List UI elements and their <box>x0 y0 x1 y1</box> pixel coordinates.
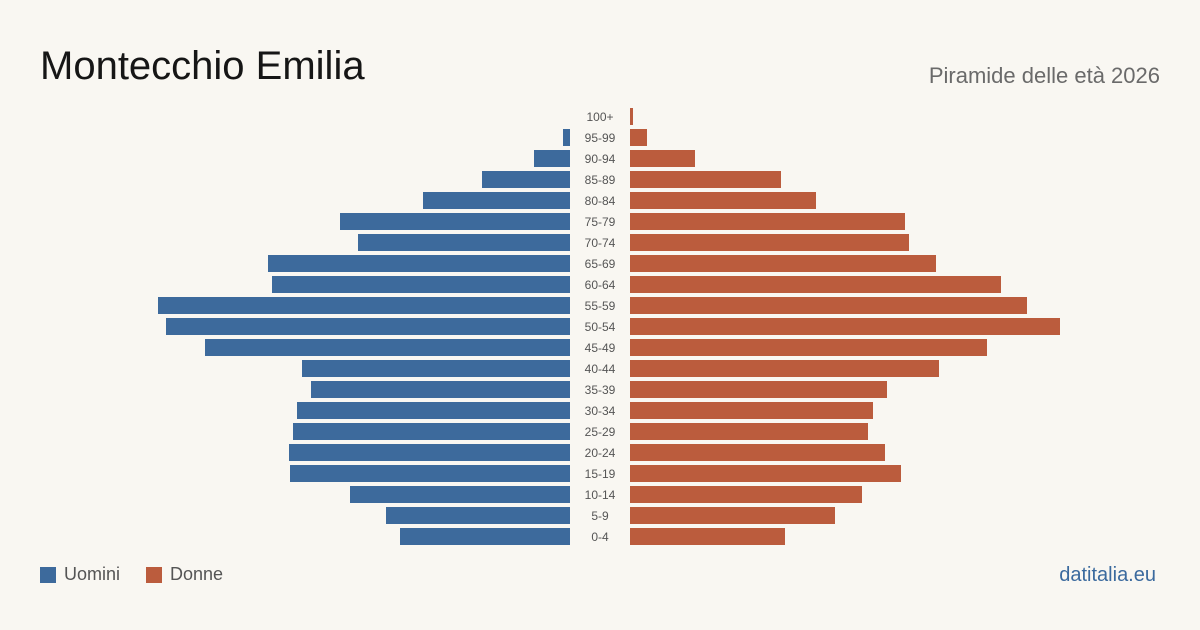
bar-men-40-44 <box>302 360 570 377</box>
bar-men-60-64 <box>272 276 570 293</box>
age-label-10-14: 10-14 <box>585 488 616 502</box>
legend-swatch-men <box>40 566 56 583</box>
bar-men-10-14 <box>350 486 570 503</box>
bar-men-55-59 <box>158 297 570 314</box>
age-label-40-44: 40-44 <box>585 362 616 376</box>
bar-men-35-39 <box>311 381 570 398</box>
bar-men-50-54 <box>166 318 570 335</box>
bar-women-25-29 <box>630 423 868 440</box>
bar-women-45-49 <box>630 339 987 356</box>
age-label-55-59: 55-59 <box>585 299 616 313</box>
age-label-35-39: 35-39 <box>585 383 616 397</box>
bar-men-45-49 <box>205 339 570 356</box>
age-label-20-24: 20-24 <box>585 446 616 460</box>
bar-women-50-54 <box>630 318 1060 335</box>
bar-women-15-19 <box>630 465 901 482</box>
legend-label-men: Uomini <box>64 564 121 584</box>
age-label-60-64: 60-64 <box>585 278 616 292</box>
bar-men-90-94 <box>534 150 570 167</box>
bar-women-30-34 <box>630 402 873 419</box>
age-label-5-9: 5-9 <box>591 509 609 523</box>
bar-women-100+ <box>630 108 633 125</box>
age-label-80-84: 80-84 <box>585 194 616 208</box>
bar-women-5-9 <box>630 507 835 524</box>
age-label-25-29: 25-29 <box>585 425 616 439</box>
bar-women-0-4 <box>630 528 785 545</box>
bar-women-40-44 <box>630 360 939 377</box>
age-label-30-34: 30-34 <box>585 404 616 418</box>
age-label-15-19: 15-19 <box>585 467 616 481</box>
bar-men-25-29 <box>293 423 570 440</box>
age-label-85-89: 85-89 <box>585 173 616 187</box>
bar-men-15-19 <box>290 465 570 482</box>
age-label-45-49: 45-49 <box>585 341 616 355</box>
age-label-50-54: 50-54 <box>585 320 616 334</box>
bar-women-65-69 <box>630 255 936 272</box>
bar-men-70-74 <box>358 234 570 251</box>
age-label-100+: 100+ <box>586 110 613 124</box>
legend-label-women: Donne <box>170 564 224 584</box>
page-title: Montecchio Emilia <box>40 44 365 88</box>
legend-item-women: Donne <box>146 564 223 585</box>
bar-women-20-24 <box>630 444 885 461</box>
bar-women-70-74 <box>630 234 909 251</box>
legend-item-men: Uomini <box>40 564 120 585</box>
bar-women-35-39 <box>630 381 887 398</box>
bar-men-0-4 <box>400 528 570 545</box>
chart-legend: Uomini Donne <box>40 564 249 585</box>
bar-men-80-84 <box>423 192 570 209</box>
age-label-0-4: 0-4 <box>591 530 609 544</box>
age-label-70-74: 70-74 <box>585 236 616 250</box>
bar-men-30-34 <box>297 402 570 419</box>
legend-swatch-women <box>146 566 163 583</box>
bar-women-85-89 <box>630 171 781 188</box>
bar-men-95-99 <box>563 129 570 146</box>
bar-men-75-79 <box>340 213 570 230</box>
bar-women-80-84 <box>630 192 816 209</box>
bar-men-5-9 <box>386 507 570 524</box>
age-label-75-79: 75-79 <box>585 215 616 229</box>
age-label-95-99: 95-99 <box>585 131 616 145</box>
brand-link[interactable]: datitalia.eu <box>1059 564 1156 586</box>
bar-women-75-79 <box>630 213 905 230</box>
age-label-90-94: 90-94 <box>585 152 616 166</box>
bar-women-10-14 <box>630 486 862 503</box>
bar-women-55-59 <box>630 297 1027 314</box>
age-label-65-69: 65-69 <box>585 257 616 271</box>
bar-men-65-69 <box>268 255 570 272</box>
bar-women-95-99 <box>630 129 647 146</box>
bar-men-20-24 <box>289 444 570 461</box>
page-subtitle: Piramide delle età 2026 <box>928 63 1160 88</box>
bar-women-90-94 <box>630 150 695 167</box>
bar-men-85-89 <box>482 171 570 188</box>
bar-women-60-64 <box>630 276 1001 293</box>
